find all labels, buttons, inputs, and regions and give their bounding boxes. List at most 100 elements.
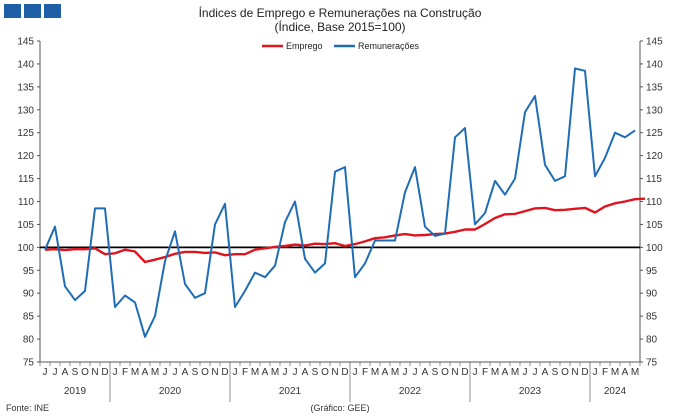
x-tick-label: N bbox=[331, 367, 338, 378]
chart-title: Índices de Emprego e Remunerações na Con… bbox=[199, 5, 482, 20]
x-tick-label: J bbox=[53, 367, 58, 378]
x-tick-label: A bbox=[62, 367, 69, 378]
y-tick-label-right: 145 bbox=[646, 37, 663, 48]
year-label: 2024 bbox=[604, 386, 627, 397]
credit-note: (Gráfico: GEE) bbox=[310, 403, 369, 413]
x-tick-label: J bbox=[233, 367, 238, 378]
year-label: 2022 bbox=[399, 386, 422, 397]
x-tick-label: D bbox=[101, 367, 108, 378]
x-tick-label: A bbox=[262, 367, 269, 378]
x-tick-label: S bbox=[312, 367, 319, 378]
year-label: 2021 bbox=[279, 386, 302, 397]
y-tick-label-right: 80 bbox=[646, 335, 658, 346]
y-tick-label-left: 120 bbox=[17, 151, 34, 162]
x-tick-label: A bbox=[422, 367, 429, 378]
y-tick-label-left: 130 bbox=[17, 105, 34, 116]
y-tick-label-right: 130 bbox=[646, 105, 663, 116]
x-tick-label: N bbox=[451, 367, 458, 378]
y-tick-label-left: 115 bbox=[18, 174, 34, 185]
x-tick-label: S bbox=[552, 367, 559, 378]
x-tick-label: S bbox=[432, 367, 439, 378]
x-tick-label: D bbox=[341, 367, 348, 378]
x-tick-label: F bbox=[482, 367, 488, 378]
x-tick-label: A bbox=[302, 367, 309, 378]
y-tick-label-left: 80 bbox=[23, 335, 35, 346]
x-tick-label: J bbox=[593, 367, 598, 378]
logo-block bbox=[44, 4, 61, 18]
year-label: 2020 bbox=[159, 386, 182, 397]
y-tick-label-right: 90 bbox=[646, 289, 658, 300]
x-tick-label: F bbox=[602, 367, 608, 378]
x-tick-label: A bbox=[622, 367, 629, 378]
x-tick-label: A bbox=[502, 367, 509, 378]
legend: Emprego Remunerações bbox=[262, 41, 420, 51]
x-tick-label: F bbox=[242, 367, 248, 378]
x-tick-label: O bbox=[201, 367, 209, 378]
x-tick-label: D bbox=[461, 367, 468, 378]
y-tick-label-right: 75 bbox=[646, 358, 658, 369]
legend-label-emprego: Emprego bbox=[286, 41, 323, 51]
x-tick-label: A bbox=[382, 367, 389, 378]
year-label: 2019 bbox=[64, 386, 87, 397]
x-tick-label: M bbox=[511, 367, 519, 378]
axes: 75 75 80 80 85 85 90 90 95 95 100 100 105 105 110 110 11… bbox=[17, 37, 663, 402]
y-tick-label-left: 110 bbox=[18, 197, 34, 208]
x-tick-label: F bbox=[122, 367, 128, 378]
x-tick-label: M bbox=[371, 367, 379, 378]
x-tick-label: J bbox=[533, 367, 538, 378]
y-tick-label-left: 125 bbox=[17, 128, 34, 139]
x-tick-label: M bbox=[491, 367, 499, 378]
x-tick-label: J bbox=[413, 367, 418, 378]
x-tick-label: J bbox=[353, 367, 358, 378]
source-note: Fonte: INE bbox=[6, 403, 49, 413]
x-tick-label: M bbox=[131, 367, 139, 378]
x-tick-label: J bbox=[523, 367, 528, 378]
logo-block bbox=[4, 4, 21, 18]
x-tick-label: N bbox=[571, 367, 578, 378]
x-tick-label: A bbox=[182, 367, 189, 378]
y-tick-label-right: 95 bbox=[646, 266, 658, 277]
x-tick-label: A bbox=[542, 367, 549, 378]
y-tick-label-right: 110 bbox=[646, 197, 662, 208]
x-tick-label: M bbox=[631, 367, 639, 378]
x-tick-label: J bbox=[113, 367, 118, 378]
y-tick-label-right: 125 bbox=[646, 128, 663, 139]
x-tick-label: A bbox=[142, 367, 149, 378]
legend-label-remuneracoes: Remunerações bbox=[358, 41, 420, 51]
y-tick-label-left: 95 bbox=[23, 266, 35, 277]
y-tick-label-right: 120 bbox=[646, 151, 663, 162]
x-tick-label: M bbox=[271, 367, 279, 378]
series-line-remuneracoes bbox=[44, 67, 636, 338]
y-tick-label-left: 85 bbox=[23, 312, 35, 323]
x-tick-label: O bbox=[441, 367, 449, 378]
x-tick-label: D bbox=[581, 367, 588, 378]
logo-block bbox=[24, 4, 41, 18]
x-tick-label: O bbox=[321, 367, 329, 378]
x-tick-label: J bbox=[173, 367, 178, 378]
x-tick-label: N bbox=[211, 367, 218, 378]
y-tick-label-left: 145 bbox=[17, 37, 34, 48]
x-tick-label: O bbox=[81, 367, 89, 378]
y-tick-label-right: 85 bbox=[646, 312, 658, 323]
x-tick-label: J bbox=[473, 367, 478, 378]
y-tick-label-right: 115 bbox=[646, 174, 662, 185]
x-tick-label: S bbox=[192, 367, 199, 378]
chart-subtitle: (Índice, Base 2015=100) bbox=[274, 19, 405, 34]
y-tick-label-right: 135 bbox=[646, 82, 663, 93]
x-tick-label: M bbox=[611, 367, 619, 378]
x-tick-label: M bbox=[151, 367, 159, 378]
year-label: 2023 bbox=[519, 386, 542, 397]
y-tick-label-left: 135 bbox=[17, 82, 34, 93]
series-line-emprego bbox=[44, 197, 646, 264]
y-tick-label-left: 90 bbox=[23, 289, 35, 300]
x-tick-label: J bbox=[403, 367, 408, 378]
x-tick-label: N bbox=[91, 367, 98, 378]
x-tick-label: J bbox=[283, 367, 288, 378]
y-tick-label-left: 75 bbox=[23, 358, 35, 369]
y-tick-label-left: 100 bbox=[17, 243, 34, 254]
y-tick-label-right: 100 bbox=[646, 243, 663, 254]
x-tick-label: S bbox=[72, 367, 79, 378]
x-tick-label: O bbox=[561, 367, 569, 378]
x-tick-label: M bbox=[391, 367, 399, 378]
